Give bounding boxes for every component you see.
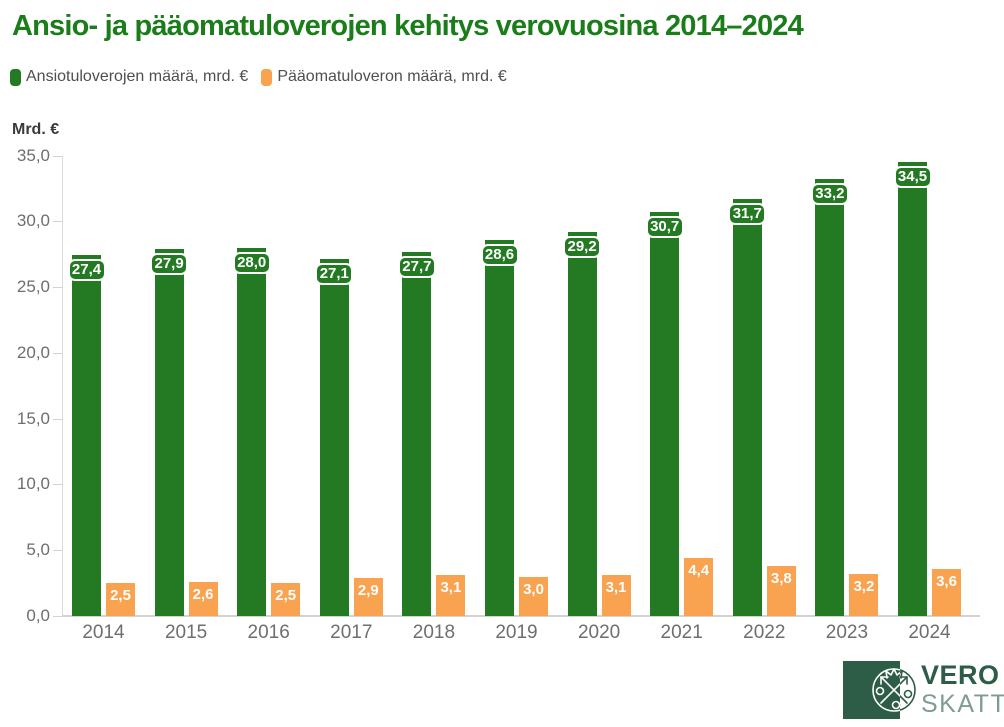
y-tick-label: 30,0 [16,211,50,231]
capital-income-tax-bar-2018 [436,575,466,616]
bar-value-label-capital-2015: 2,6 [192,585,214,603]
bar-value-label-earned-2018: 27,7 [397,255,436,278]
y-tick-mark [53,418,62,420]
capital-income-tax-bar-2021 [684,558,714,616]
earned-income-tax-bar-2014 [72,255,101,616]
bar-value-label-capital-2016: 2,5 [275,587,297,605]
logo-text-skatt: SKATT [921,690,1004,718]
x-axis-label-2024: 2024 [908,622,951,643]
bar-value-label-earned-2015: 27,9 [150,252,189,275]
bar-value-label-earned-2020: 29,2 [563,235,602,258]
bar-value-label-earned-2022: 31,7 [728,202,767,225]
x-axis-label-2015: 2015 [164,622,208,643]
bar-value-label-earned-2023: 33,2 [810,183,849,206]
y-axis-line [62,155,63,616]
bar-value-label-earned-2014: 27,4 [67,259,106,282]
capital-income-tax-bar-2022 [766,566,796,616]
capital-income-tax-bar-2014 [106,583,135,616]
legend: Ansiotuloverojen määrä, mrd. € Pääomatul… [10,68,507,86]
earned-income-tax-bar-2021 [650,212,680,616]
capital-income-tax-bar-2016 [271,583,301,616]
earned-income-tax-bar-2016 [237,247,267,616]
bar-value-label-earned-2024: 34,5 [893,166,932,189]
legend-item-capital-income-tax: Pääomatuloveron määrä, mrd. € [261,68,507,86]
vero-skatt-emblem-icon [843,661,916,719]
y-tick-label: 20,0 [16,342,50,362]
capital-income-tax-bar-2020 [601,575,631,616]
bar-value-label-capital-2020: 3,1 [605,579,627,597]
bar-value-label-earned-2019: 28,6 [480,243,519,266]
capital-income-tax-bar-2015 [188,581,218,616]
y-tick-label: 0,0 [26,606,50,625]
earned-income-tax-bar-2024 [898,162,927,616]
earned-income-tax-bar-2019 [485,239,514,616]
legend-swatch-orange-icon [261,68,273,86]
bar-value-label-capital-2023: 3,2 [853,577,875,595]
bar-value-label-capital-2022: 3,8 [770,570,792,587]
legend-label-earned-income-tax: Ansiotuloverojen määrä, mrd. € [26,68,249,85]
bar-value-label-earned-2017: 27,1 [315,263,354,286]
x-axis-label-2020: 2020 [577,622,621,643]
y-tick-mark [53,550,62,552]
bar-value-label-earned-2021: 30,7 [645,216,684,239]
y-tick-label: 10,0 [16,474,50,494]
x-axis-label-2018: 2018 [412,622,456,643]
earned-income-tax-bar-2018 [402,251,432,616]
x-axis-label-2016: 2016 [247,622,290,643]
y-tick-mark [53,221,62,223]
capital-income-tax-bar-2023 [849,573,879,616]
capital-income-tax-bar-2019 [519,576,548,616]
chart-title: Ansio- ja pääomatuloverojen kehitys vero… [12,10,804,42]
capital-income-tax-bar-2024 [932,568,961,616]
y-tick-label: 25,0 [16,277,50,297]
earned-income-tax-bar-2015 [154,248,184,616]
bar-value-label-capital-2021: 4,4 [688,562,710,580]
y-tick-mark [53,616,62,617]
y-tick-label: 35,0 [16,145,50,165]
y-tick-mark [53,155,62,157]
x-axis-label-2022: 2022 [743,622,786,643]
earned-income-tax-bar-2022 [732,198,762,616]
legend-swatch-green-icon [10,68,21,86]
earned-income-tax-bar-2020 [567,231,597,616]
bar-value-label-earned-2016: 28,0 [232,251,271,274]
x-axis-baseline [62,615,980,617]
logo-square [843,661,900,719]
y-axis-unit-label: Mrd. € [12,121,60,138]
x-axis-label-2017: 2017 [330,622,373,643]
capital-income-tax-bar-2017 [353,577,383,616]
legend-item-earned-income-tax: Ansiotuloverojen määrä, mrd. € [10,68,248,86]
bar-value-label-capital-2014: 2,5 [110,587,131,605]
x-axis-label-2021: 2021 [660,622,703,643]
logo-text: VERO SKATT [921,662,1004,717]
y-tick-mark [53,352,62,354]
bar-value-label-capital-2024: 3,6 [936,572,957,590]
bar-value-label-capital-2019: 3,0 [523,580,544,598]
bar-value-label-capital-2018: 3,1 [440,579,462,597]
bar-value-label-capital-2017: 2,9 [357,581,379,599]
x-axis-label-2014: 2014 [82,622,125,643]
earned-income-tax-bar-2017 [319,259,349,616]
legend-label-capital-income-tax: Pääomatuloveron määrä, mrd. € [277,68,507,85]
vero-skatt-logo: VERO SKATT [843,660,1004,724]
y-tick-label: 15,0 [16,408,50,428]
y-tick-mark [53,287,62,289]
y-tick-mark [53,484,62,486]
earned-income-tax-bar-2023 [815,179,845,616]
x-axis-label-2023: 2023 [825,622,869,643]
y-tick-label: 5,0 [26,540,50,560]
logo-text-vero: VERO [921,660,1000,690]
x-axis-label-2019: 2019 [495,622,538,643]
